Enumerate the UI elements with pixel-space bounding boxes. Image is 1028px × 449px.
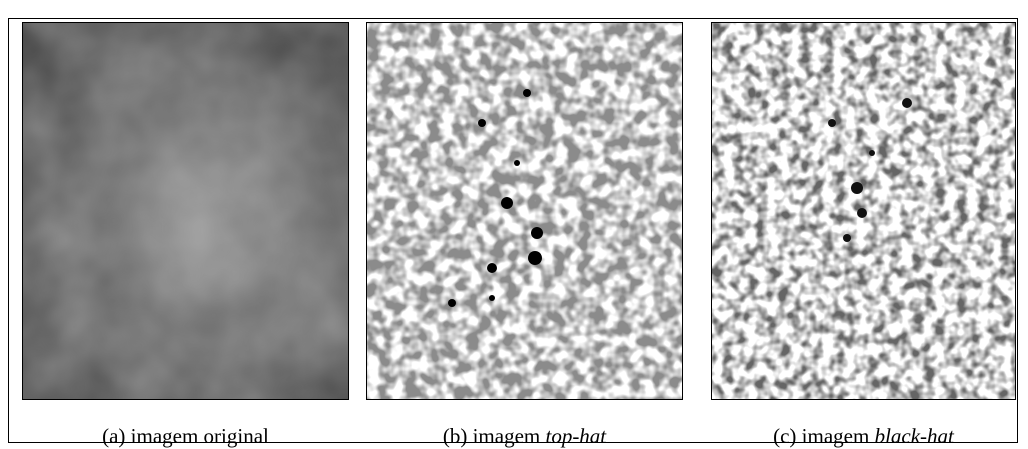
image-black-hat-art [712,23,1015,399]
page: (a) imagem original (b) imagem top-hat (… [8,18,1018,448]
caption-italic: black-hat [874,424,954,448]
caption-text: (b) imagem [442,424,546,448]
image-original-art [23,23,348,399]
image-black-hat [711,22,1016,400]
image-original [22,22,349,400]
caption-italic: top-hat [545,424,607,448]
image-top-hat-art [367,23,682,399]
figure-frame: (a) imagem original (b) imagem top-hat (… [8,18,1018,448]
caption-text: (c) imagem [773,424,875,448]
caption-text: (a) imagem original [102,424,269,448]
image-top-hat [366,22,683,400]
